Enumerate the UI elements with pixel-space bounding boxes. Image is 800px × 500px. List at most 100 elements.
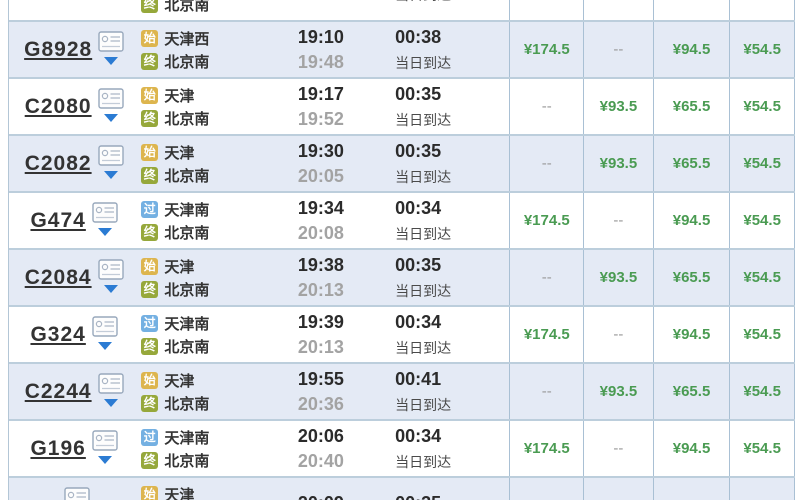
train-number-cell: C2082 [9, 136, 139, 191]
times-cell: 19:41 [269, 0, 373, 20]
departure-time: 19:39 [297, 311, 344, 332]
price-second-class-seat: ¥54.5 [729, 136, 795, 191]
price-second-class-upper: ¥94.5 [652, 22, 730, 77]
arrival-time: 19:48 [297, 51, 344, 72]
id-card-icon[interactable] [97, 372, 124, 394]
arrival-time: 20:13 [297, 336, 344, 357]
origin-type-badge-icon: 过 [141, 314, 159, 332]
price-business-seat [509, 0, 583, 20]
price-second-class-seat [729, 478, 795, 500]
expand-row-arrow-icon[interactable] [103, 398, 118, 407]
price-first-class-seat: -- [583, 307, 653, 362]
same-day-note: 当日到达 [395, 168, 452, 185]
id-card-icon[interactable] [92, 429, 118, 451]
destination-station: 北京南 [164, 110, 210, 128]
price-second-class-seat: ¥54.5 [729, 22, 795, 77]
train-number-link[interactable]: G8928 [24, 37, 93, 61]
expand-row-arrow-icon[interactable] [103, 113, 118, 122]
destination-line: 终 北京南 [141, 280, 268, 299]
train-number-link[interactable]: G196 [30, 436, 86, 460]
duration-cell: 当日到达 [373, 0, 509, 20]
expand-row-arrow-icon[interactable] [103, 284, 118, 293]
id-card-icon[interactable] [64, 486, 90, 500]
id-card-icon[interactable] [92, 315, 118, 337]
price-second-class-upper: ¥65.5 [652, 250, 730, 305]
times-cell: 19:38 20:13 [269, 250, 373, 305]
price-second-class-upper: ¥94.5 [652, 193, 730, 248]
destination-line: 终 北京南 [141, 337, 268, 356]
train-number-link[interactable]: C2080 [24, 94, 92, 118]
train-icons-column [97, 372, 124, 407]
terminal-type-badge-icon: 终 [141, 223, 159, 241]
duration-value: 00:35 [395, 493, 509, 500]
id-card-icon[interactable] [97, 258, 124, 280]
duration-cell: 00:34 当日到达 [373, 193, 509, 248]
departure-time: 20:06 [297, 425, 344, 446]
price-second-class-upper: ¥65.5 [652, 136, 730, 191]
destination-station: 北京南 [164, 167, 210, 185]
destination-station: 北京南 [164, 281, 210, 299]
train-number-cell: G8928 [9, 22, 139, 77]
same-day-note: 当日到达 [395, 282, 452, 299]
price-second-class-seat: ¥54.5 [729, 79, 795, 134]
destination-station: 北京南 [164, 0, 210, 14]
price-second-class-upper: ¥65.5 [652, 79, 730, 134]
origin-station: 天津 [164, 486, 195, 500]
price-first-class-seat: -- [583, 193, 653, 248]
price-first-class-seat [583, 478, 653, 500]
duration-cell: 00:35 [373, 478, 509, 500]
times-cell: 19:17 19:52 [269, 79, 373, 134]
departure-time: 19:34 [297, 197, 344, 218]
origin-type-badge-icon: 始 [141, 371, 159, 389]
duration-value: 00:34 [395, 311, 442, 332]
destination-line: 终 北京南 [141, 52, 268, 71]
train-number-link[interactable]: C2082 [24, 151, 92, 175]
price-second-class-seat: ¥54.5 [729, 193, 795, 248]
origin-type-badge-icon: 始 [141, 257, 159, 275]
destination-line: 终 北京南 [141, 451, 268, 470]
train-icons-column [64, 486, 90, 500]
price-second-class-seat: ¥54.5 [729, 364, 795, 419]
stations-cell: 始 天津 终 北京南 [139, 79, 268, 134]
origin-type-badge-icon: 始 [141, 485, 159, 500]
origin-station: 天津 [164, 144, 195, 162]
origin-type-badge-icon: 过 [141, 200, 159, 218]
stations-cell: 始 天津 终 北京南 [139, 136, 268, 191]
train-number-link[interactable]: G324 [30, 322, 86, 346]
stations-cell: 过 天津南 终 北京南 [139, 307, 268, 362]
price-first-class-seat: ¥93.5 [583, 136, 653, 191]
expand-row-arrow-icon[interactable] [97, 341, 112, 350]
destination-station: 北京南 [164, 452, 210, 470]
train-number-link[interactable]: C2084 [24, 265, 92, 289]
destination-line: 终 北京南 [141, 166, 268, 185]
arrival-time: 20:40 [297, 450, 344, 471]
train-number-cell [9, 478, 139, 500]
duration-value: 00:41 [395, 368, 442, 389]
id-card-icon[interactable] [97, 144, 124, 166]
id-card-icon[interactable] [97, 87, 124, 109]
expand-row-arrow-icon[interactable] [104, 56, 119, 65]
stations-cell: 过 天津南 终 北京南 [139, 193, 268, 248]
train-row: G8928 始 天津西 终 北京南 [9, 22, 795, 79]
expand-row-arrow-icon[interactable] [97, 227, 112, 236]
times-cell: 19:30 20:05 [269, 136, 373, 191]
destination-line: 终 北京南 [141, 223, 268, 242]
origin-line: 始 天津 [141, 86, 268, 105]
times-cell: 20:06 20:40 [269, 421, 373, 476]
expand-row-arrow-icon[interactable] [97, 455, 112, 464]
times-cell: 19:34 20:08 [269, 193, 373, 248]
train-number-link[interactable]: G474 [30, 208, 86, 232]
destination-line: 终 北京南 [141, 109, 268, 128]
price-second-class-upper [652, 0, 730, 20]
origin-station: 天津西 [164, 30, 210, 48]
duration-value: 00:34 [395, 197, 442, 218]
stations-cell: 始 天津 终 北京南 [139, 250, 268, 305]
id-card-icon[interactable] [92, 201, 118, 223]
id-card-icon[interactable] [98, 30, 124, 52]
departure-time: 19:38 [297, 254, 344, 275]
train-row: 终 北京南 19:41 当日到达 [9, 0, 795, 22]
expand-row-arrow-icon[interactable] [103, 170, 118, 179]
train-number-link[interactable]: C2244 [24, 379, 92, 403]
same-day-note: 当日到达 [395, 339, 452, 356]
